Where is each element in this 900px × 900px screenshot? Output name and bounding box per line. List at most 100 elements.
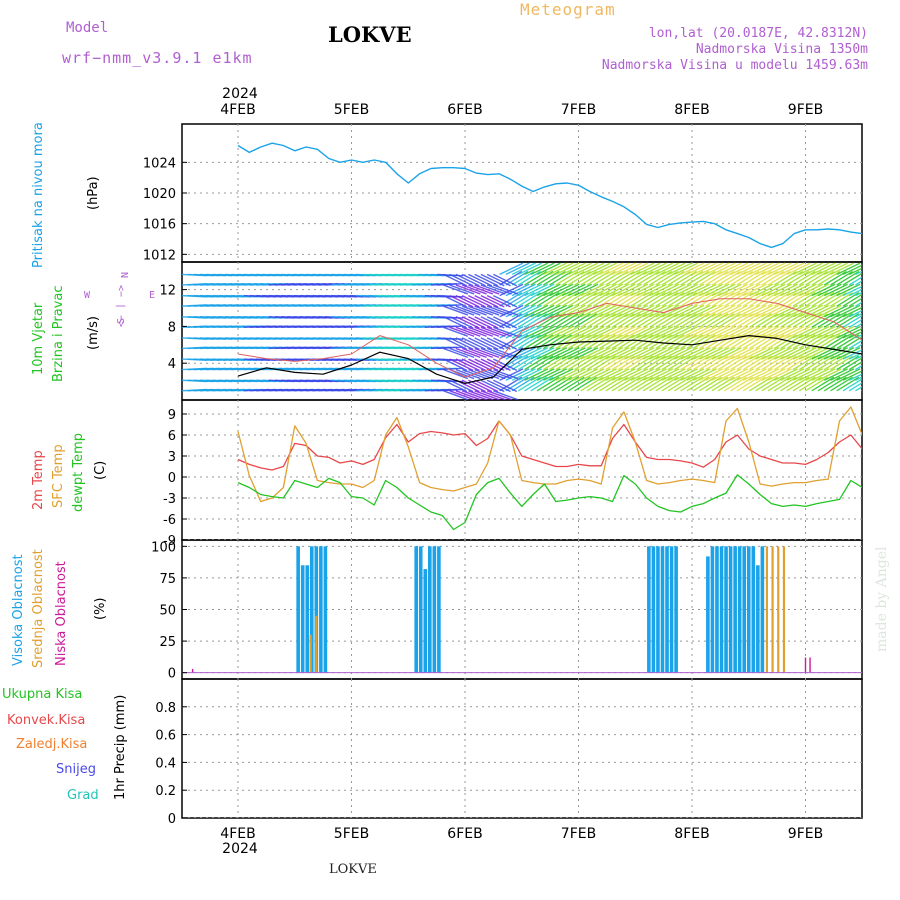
wind-barb <box>505 262 530 276</box>
wind-barb <box>680 347 705 360</box>
wind-barb <box>437 367 464 371</box>
wind-barb <box>549 304 574 318</box>
wind-barb <box>855 291 862 297</box>
wind-barb <box>511 355 535 371</box>
wind-barb <box>767 283 792 297</box>
wind-barb <box>868 369 891 380</box>
wind-barb <box>686 262 711 276</box>
wind-barb <box>830 368 855 381</box>
wind-barb <box>755 283 780 297</box>
wind-barb <box>586 291 610 307</box>
cloud-bar <box>737 546 742 673</box>
wind-barb <box>811 355 835 371</box>
wind-barb <box>455 337 480 350</box>
wind-barb <box>780 368 805 381</box>
wind-barb <box>817 304 842 318</box>
wind-barb <box>642 291 666 307</box>
wind-barb <box>599 262 624 276</box>
wind-barb <box>842 349 862 360</box>
model-label: Model <box>66 20 109 36</box>
wind-barb <box>855 343 862 350</box>
wind-barb <box>686 304 711 318</box>
wind-barb <box>592 283 617 297</box>
wind-barb <box>524 270 548 286</box>
wind-barb <box>524 291 548 307</box>
wind-barb <box>443 368 469 380</box>
wind-barb <box>555 355 579 371</box>
wind-barb <box>699 304 724 318</box>
y-tick-label: 0.2 <box>155 784 176 799</box>
wind-barb <box>817 291 841 307</box>
wind-barb <box>811 291 835 307</box>
wind-barb <box>792 334 816 350</box>
wind-barb <box>748 355 772 371</box>
wind-barb <box>736 368 761 381</box>
wind-barb <box>630 334 654 350</box>
wind-barb <box>530 347 555 360</box>
wind-barb <box>786 376 810 392</box>
wind-barb <box>755 368 780 381</box>
wind-barb <box>755 270 779 286</box>
model-name: wrf−nmm_v3.9.1 e1km <box>62 49 253 67</box>
wind-barb <box>655 325 680 339</box>
wind-barb <box>468 358 493 371</box>
p5-label-conv: Konvek.Kisa <box>7 713 85 728</box>
wind-barb <box>730 304 755 318</box>
wind-barb <box>861 347 862 349</box>
wind-barb <box>599 368 624 381</box>
wind-barb <box>811 325 836 339</box>
y-tick-label: 0.8 <box>155 701 176 716</box>
wind-barb <box>848 382 862 392</box>
wind-barb <box>830 334 854 350</box>
wind-barb <box>636 262 661 276</box>
wind-barb <box>599 347 624 360</box>
wind-barb <box>780 347 805 360</box>
wind-barb <box>805 347 830 360</box>
wind-barb <box>780 283 805 297</box>
bottom-date-label: 5FEB <box>334 826 369 842</box>
wind-barb <box>686 376 710 392</box>
wind-barb <box>624 283 649 297</box>
y-tick-label: -3 <box>163 492 176 507</box>
cloud-bar <box>742 546 747 673</box>
cloud-bar <box>414 546 418 673</box>
wind-barb <box>524 355 548 371</box>
wind-barb <box>549 355 573 371</box>
wind-barb <box>730 368 755 381</box>
cloud-bar <box>771 546 774 673</box>
wind-barb <box>649 376 672 392</box>
wind-barb <box>836 262 861 276</box>
lonlat-text: lon,lat (20.0187E, 42.8312N) <box>648 26 868 41</box>
wind-barb <box>555 313 579 328</box>
wind-barb <box>480 316 505 329</box>
wind-barb <box>580 262 605 276</box>
wind-barb <box>798 325 823 339</box>
wind-barb <box>736 313 760 328</box>
wind-barb <box>449 305 475 316</box>
wind-barb <box>717 262 742 276</box>
y-tick-label: 25 <box>159 635 176 650</box>
wind-barb <box>692 283 717 297</box>
wind-barb <box>736 291 760 307</box>
wind-barb <box>742 262 767 276</box>
wind-barb <box>680 325 705 339</box>
wind-barb <box>605 355 629 371</box>
wind-barb <box>786 368 811 381</box>
wind-barb <box>661 376 685 392</box>
wind-barb <box>543 368 568 381</box>
wind-barb <box>549 313 573 328</box>
wind-barb <box>530 304 555 318</box>
wind-barb <box>724 262 749 276</box>
wind-barb <box>543 347 568 360</box>
wind-barb <box>468 305 494 316</box>
wind-barb <box>624 347 649 360</box>
wind-barb <box>855 280 862 286</box>
wind-barb <box>449 379 474 393</box>
y-tick-label: 1016 <box>143 218 176 233</box>
wind-barb <box>630 291 654 307</box>
wind-barb <box>511 270 535 286</box>
wind-barb <box>642 270 666 286</box>
top-date-label: 7FEB <box>561 102 596 118</box>
wind-barb <box>755 262 780 276</box>
wind-barb <box>524 262 549 276</box>
